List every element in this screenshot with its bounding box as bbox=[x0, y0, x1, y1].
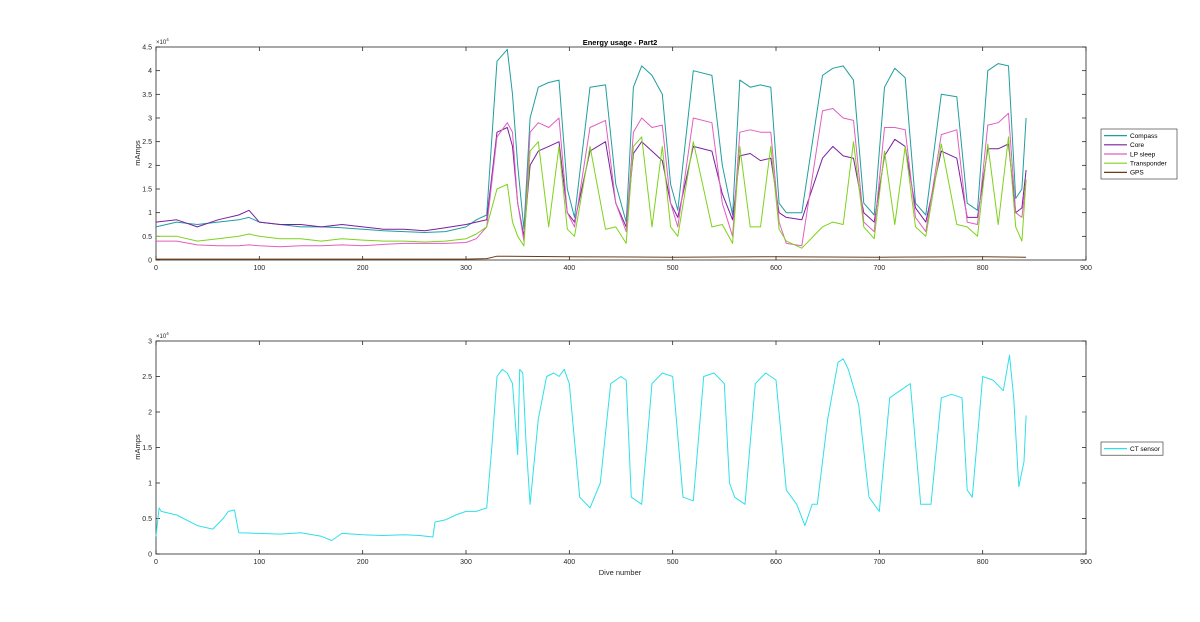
y-tick-label: 2.5 bbox=[142, 374, 152, 381]
y-axis-label: mAmps bbox=[133, 434, 142, 460]
y-tick-label: 0.5 bbox=[142, 234, 152, 241]
exponent-power: 4 bbox=[166, 37, 169, 42]
plot-area: 0 100 200 300 400 500 600 700 800 900 0 0.5 1 1.5 2 2.5… bbox=[142, 339, 1092, 567]
axes-box bbox=[155, 340, 1087, 555]
y-tick-label: 3.5 bbox=[142, 92, 152, 99]
x-tick-label: 800 bbox=[977, 265, 989, 272]
y-tick-label: 0 bbox=[148, 552, 152, 559]
y-tick-label: 3 bbox=[148, 116, 152, 123]
y-tick-label: 1 bbox=[148, 481, 152, 488]
y-tick-label: 2 bbox=[148, 163, 152, 170]
series-line-ct-sensor bbox=[155, 354, 1027, 541]
x-tick-label: 700 bbox=[873, 265, 885, 272]
y-tick-label: 1.5 bbox=[142, 187, 152, 194]
x-tick-label: 900 bbox=[1080, 559, 1092, 566]
y-tick-label: 2 bbox=[148, 410, 152, 417]
legend: Compass Core LP sleep Transponder GPS bbox=[1100, 128, 1178, 180]
y-tick-label: 4.5 bbox=[142, 45, 152, 52]
x-tick-label: 200 bbox=[357, 265, 369, 272]
y-tick-label: 3 bbox=[148, 339, 152, 346]
legend-label: Core bbox=[1130, 142, 1144, 149]
legend-label: CT sensor bbox=[1130, 446, 1161, 453]
x-tick-label: 500 bbox=[667, 559, 679, 566]
energy-usage-axes: Energy usage - Part2 mAmps ×104 0 100 200 3… bbox=[133, 37, 1178, 273]
x-tick-label: 700 bbox=[873, 559, 885, 566]
legend-box bbox=[1100, 441, 1164, 456]
x-tick-label: 100 bbox=[253, 559, 265, 566]
x-tick-label: 0 bbox=[154, 559, 158, 566]
legend-label: Transponder bbox=[1130, 161, 1167, 168]
y-tick-label: 4 bbox=[148, 68, 152, 75]
exponent-label: ×104 bbox=[156, 331, 169, 340]
svg-text:×104: ×104 bbox=[156, 37, 169, 46]
ct-sensor-axes: Dive number mAmps ×104 0 100 200 300 400 500 6… bbox=[133, 331, 1164, 577]
series-line-transponder bbox=[156, 136, 1027, 249]
x-tick-label: 300 bbox=[460, 559, 472, 566]
y-axis-label: mAmps bbox=[133, 140, 142, 166]
y-tick-label: 0 bbox=[148, 258, 152, 265]
exponent-label: ×104 bbox=[156, 37, 169, 46]
y-tick-label: 2.5 bbox=[142, 139, 152, 146]
x-tick-label: 100 bbox=[253, 265, 265, 272]
x-tick-label: 900 bbox=[1080, 265, 1092, 272]
y-tick-label: 0.5 bbox=[142, 516, 152, 523]
series-line-compass bbox=[155, 48, 1027, 233]
exponent-base: ×10 bbox=[156, 40, 167, 46]
exponent-base: ×10 bbox=[156, 334, 167, 340]
legend-label: Compass bbox=[1130, 133, 1158, 140]
x-axis-label: Dive number bbox=[599, 568, 642, 577]
x-tick-label: 300 bbox=[460, 265, 472, 272]
series-line-lp-sleep bbox=[156, 108, 1027, 248]
plot-area: 0 100 200 300 400 500 600 700 800 900 0 0.5 1 1.5 2 2.5… bbox=[142, 45, 1092, 273]
series-line-gps bbox=[156, 255, 1027, 260]
x-tick-label: 500 bbox=[667, 265, 679, 272]
x-tick-label: 0 bbox=[154, 265, 158, 272]
chart-title: Energy usage - Part2 bbox=[583, 38, 658, 47]
y-tick-label: 1.5 bbox=[142, 445, 152, 452]
axes-box bbox=[155, 46, 1087, 261]
legend-label: GPS bbox=[1130, 170, 1144, 177]
x-tick-label: 400 bbox=[563, 265, 575, 272]
legend-label: LP sleep bbox=[1130, 151, 1156, 158]
svg-text:×104: ×104 bbox=[156, 331, 169, 340]
y-tick-label: 1 bbox=[148, 210, 152, 217]
x-tick-label: 600 bbox=[770, 559, 782, 566]
x-tick-label: 800 bbox=[977, 559, 989, 566]
x-tick-label: 200 bbox=[357, 559, 369, 566]
x-tick-label: 600 bbox=[770, 265, 782, 272]
legend: CT sensor bbox=[1100, 441, 1164, 456]
exponent-power: 4 bbox=[166, 331, 169, 336]
x-tick-label: 400 bbox=[563, 559, 575, 566]
